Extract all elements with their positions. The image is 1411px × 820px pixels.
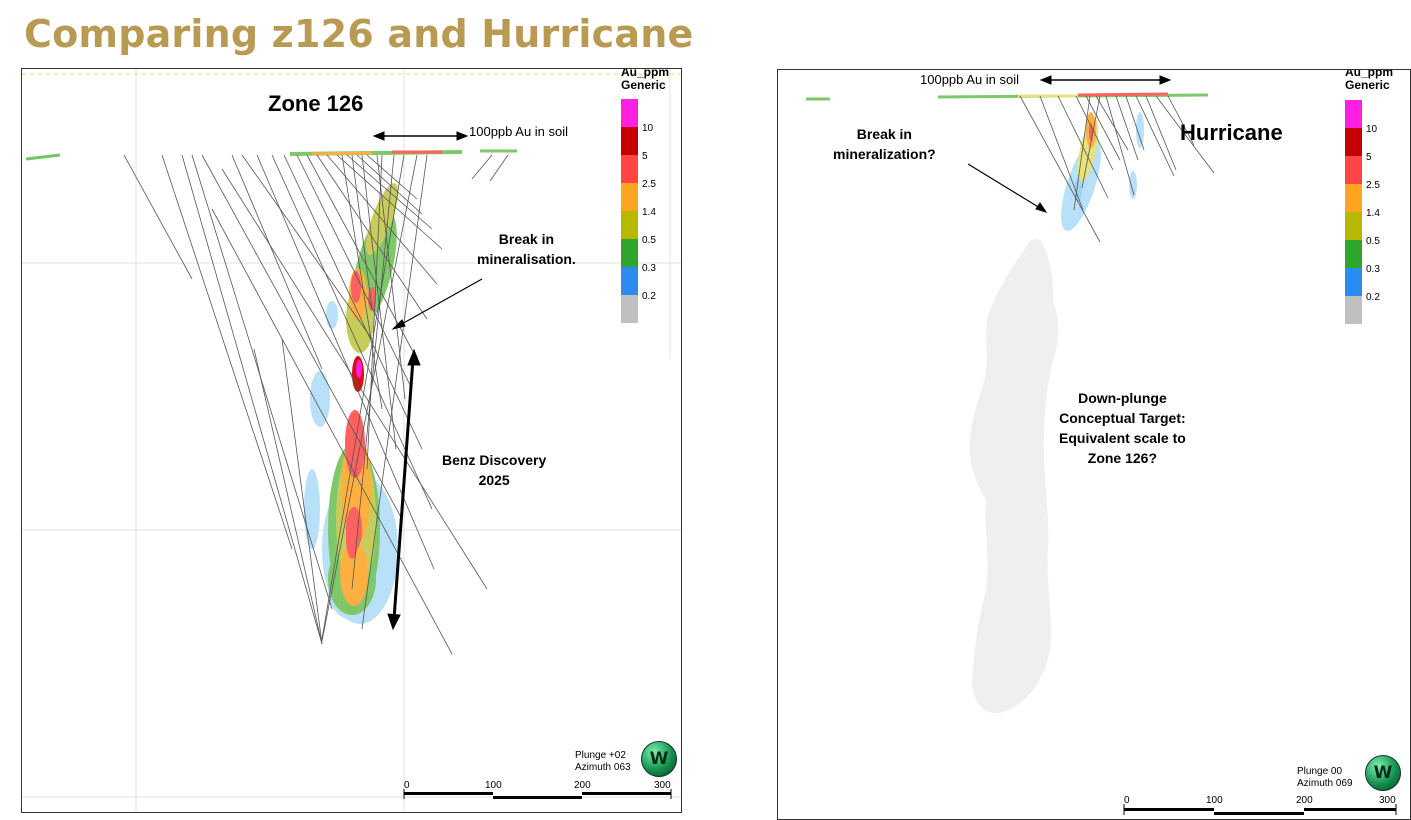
hurricane-scale-tick-200: 200 <box>1296 795 1313 806</box>
legend-swatch-0-2 <box>1345 268 1362 296</box>
zone126-scale-tick-300: 300 <box>654 780 671 791</box>
hurricane-plunge: Plunge 00 <box>1297 766 1343 777</box>
legend-swatch-5 <box>1345 128 1362 156</box>
target-line2: Conceptual Target: <box>1059 410 1186 426</box>
legend-value-5: 5 <box>642 151 648 162</box>
target-line1: Down-plunge <box>1078 390 1167 406</box>
zone126-annotation-arrows <box>372 131 483 631</box>
hurricane-section-drawing <box>806 75 1397 815</box>
conceptual-target-label: Down-plunge Conceptual Target: Equivalen… <box>1059 388 1186 468</box>
legend-swatch-below <box>621 295 638 323</box>
zone126-azimuth: Azimuth 063 <box>575 762 631 773</box>
legend-swatch-2-5 <box>621 155 638 183</box>
hurricane-scale-bar <box>1123 804 1397 815</box>
legend-swatch-0-5 <box>621 211 638 239</box>
hurricane-break-line1: Break in <box>856 126 912 142</box>
legend-swatch-5 <box>621 127 638 155</box>
company-logo: W <box>1365 755 1401 791</box>
hurricane-legend: Au_ppm Generic 10 5 2.5 1.4 0.5 0.3 0.2 <box>1345 69 1407 328</box>
legend-title-line1: Au_ppm <box>621 68 669 79</box>
hurricane-azimuth: Azimuth 069 <box>1297 778 1353 789</box>
hurricane-annotation-arrows <box>967 75 1172 213</box>
target-line3: Equivalent scale to <box>1059 430 1186 446</box>
zone126-discovery-line2: 2025 <box>478 472 510 488</box>
zone126-break-line2: mineralisation. <box>477 251 576 267</box>
legend-swatch-2-5 <box>1345 156 1362 184</box>
legend-value-5: 5 <box>1366 152 1372 163</box>
legend-value-1-4: 1.4 <box>642 207 656 218</box>
zone126-discovery-line1: Benz Discovery <box>442 452 547 468</box>
zone126-soil-anomaly <box>25 149 517 161</box>
hurricane-mineralisation-shells <box>1061 112 1144 231</box>
hurricane-title: Hurricane <box>1180 120 1283 145</box>
hurricane-scale-tick-300: 300 <box>1379 795 1396 806</box>
zone126-scale-tick-200: 200 <box>574 780 591 791</box>
hurricane-soil-anomaly <box>806 92 1209 101</box>
legend-title-line2: Generic <box>1345 78 1390 92</box>
zone126-view-orientation: Plunge +02 Azimuth 063 <box>575 750 631 774</box>
zone126-break-label: Break in mineralisation. <box>477 229 576 269</box>
zone126-drill-traces <box>123 154 509 655</box>
hurricane-scale-tick-100: 100 <box>1206 795 1223 806</box>
legend-value-2-5: 2.5 <box>642 179 656 190</box>
target-line4: Zone 126? <box>1087 450 1158 466</box>
legend-swatch-0-3 <box>621 239 638 267</box>
legend-swatch-0-3 <box>1345 240 1362 268</box>
legend-value-0-3: 0.3 <box>642 263 656 274</box>
zone126-scale-tick-100: 100 <box>485 780 502 791</box>
legend-swatch-10 <box>621 99 638 127</box>
legend-title-line1: Au_ppm <box>1345 69 1393 79</box>
zone126-section-drawing <box>22 69 681 812</box>
zone126-scale-bar <box>403 789 672 799</box>
legend-swatch-1-4 <box>1345 184 1362 212</box>
zone126-scale-tick-0: 0 <box>404 780 410 791</box>
hurricane-scale-tick-0: 0 <box>1124 795 1130 806</box>
legend-value-2-5: 2.5 <box>1366 180 1380 191</box>
hurricane-break-label: Break in mineralization? <box>833 124 936 164</box>
zone126-title: Zone 126 <box>268 91 364 116</box>
legend-title-line2: Generic <box>621 78 666 92</box>
legend-value-0-5: 0.5 <box>1366 236 1380 247</box>
legend-value-10: 10 <box>642 123 654 134</box>
hurricane-break-line2: mineralization? <box>833 146 936 162</box>
zone126-mineralisation-shells <box>304 183 399 624</box>
slide-title: Comparing z126 and Hurricane <box>24 12 694 56</box>
conceptual-target-shape <box>969 239 1059 714</box>
zone126-soil-label: 100ppb Au in soil <box>469 124 569 139</box>
zone126-legend: Au_ppm Generic 10 5 2.5 1.4 0.5 0.3 0.2 <box>621 68 679 326</box>
zone126-discovery-label: Benz Discovery 2025 <box>442 450 546 490</box>
legend-swatch-below <box>1345 296 1362 324</box>
legend-swatch-0-2 <box>621 267 638 295</box>
legend-swatch-1-4 <box>621 183 638 211</box>
hurricane-soil-label: 100ppb Au in soil <box>920 72 1020 87</box>
hurricane-view-orientation: Plunge 00 Azimuth 069 <box>1297 766 1353 790</box>
zone126-section-panel: Zone 126 100ppb Au in soil Break in mine… <box>21 68 682 813</box>
legend-value-10: 10 <box>1366 124 1378 135</box>
company-logo: W <box>641 741 677 777</box>
legend-swatch-10 <box>1345 100 1362 128</box>
zone126-plunge: Plunge +02 <box>575 750 626 761</box>
legend-value-0-2: 0.2 <box>642 291 656 302</box>
hurricane-drill-traces <box>1019 95 1215 243</box>
legend-value-1-4: 1.4 <box>1366 208 1380 219</box>
legend-value-0-5: 0.5 <box>642 235 656 246</box>
legend-value-0-3: 0.3 <box>1366 264 1380 275</box>
legend-value-0-2: 0.2 <box>1366 292 1380 303</box>
zone126-break-line1: Break in <box>498 231 555 247</box>
legend-swatch-0-5 <box>1345 212 1362 240</box>
hurricane-section-panel: 100ppb Au in soil Hurricane Break in min… <box>777 69 1411 820</box>
